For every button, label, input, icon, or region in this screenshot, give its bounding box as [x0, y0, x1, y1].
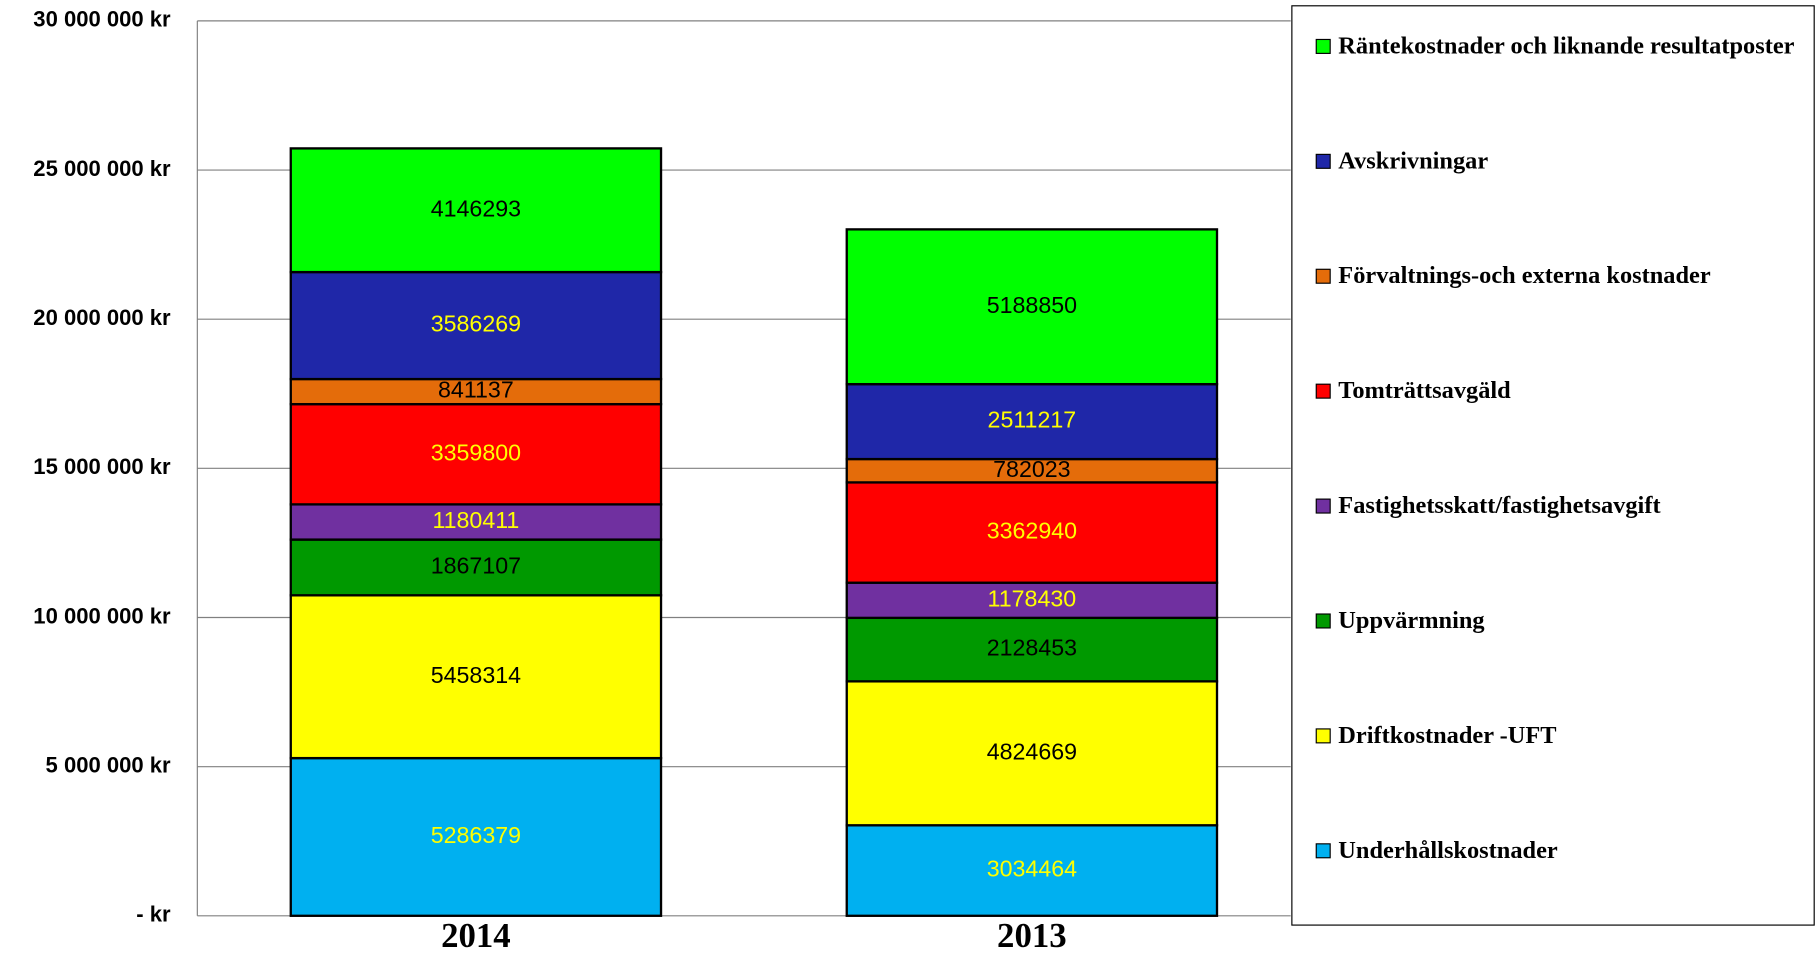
- y-tick-label: 30 000 000 kr: [33, 7, 171, 32]
- bar-segment: [845, 382, 1219, 461]
- data-label: 5286379: [431, 822, 521, 848]
- data-label: 1180411: [432, 507, 519, 533]
- y-tick-label: 20 000 000 kr: [33, 305, 171, 330]
- data-label: 4146293: [431, 195, 521, 221]
- legend-item: Förvaltnings-och externa kostnader: [1338, 261, 1711, 290]
- x-tick-label: 2013: [997, 916, 1067, 955]
- data-label: 841137: [438, 377, 514, 403]
- legend-swatch: [1315, 843, 1331, 859]
- bar-segment: [845, 481, 1219, 584]
- data-label: 2511217: [988, 407, 1077, 433]
- legend-swatch: [1315, 613, 1331, 629]
- y-tick-label: 25 000 000 kr: [33, 156, 171, 181]
- y-tick-label: 10 000 000 kr: [33, 603, 171, 628]
- legend-label: Uppvärmning: [1338, 605, 1485, 634]
- legend-label: Fastighetsskatt/fastighetsavgift: [1338, 490, 1661, 519]
- legend-label: Tomträttsavgäld: [1338, 376, 1511, 404]
- data-label: 1867107: [431, 553, 521, 579]
- bar-segment: [845, 824, 1219, 917]
- legend-box: [1291, 5, 1815, 926]
- bar-segment: [289, 756, 663, 917]
- legend-item: Uppvärmning: [1338, 605, 1485, 634]
- legend-label: Underhållskostnader: [1338, 835, 1558, 864]
- data-label: 5188850: [987, 292, 1077, 318]
- legend-swatch: [1315, 498, 1331, 514]
- legend-swatch: [1315, 38, 1331, 54]
- bar-segment: [845, 581, 1219, 620]
- legend-swatch: [1315, 153, 1331, 169]
- bar-segment: [289, 538, 663, 597]
- legend-item: Räntekostnader och liknande resultatpost…: [1338, 31, 1795, 60]
- data-label: 5458314: [431, 662, 521, 688]
- y-tick-label: 5 000 000 kr: [46, 752, 171, 777]
- legend-label: Driftkostnader -UFT: [1338, 720, 1557, 749]
- data-label: 3586269: [431, 311, 521, 337]
- legend-swatch: [1315, 728, 1331, 744]
- data-label: 2128453: [987, 635, 1077, 661]
- data-label: 4824669: [987, 738, 1077, 764]
- legend-label: Räntekostnader och liknande resultatpost…: [1338, 31, 1795, 60]
- legend-label: Avskrivningar: [1338, 146, 1489, 175]
- bar-segment: [845, 228, 1219, 386]
- bar-segment: [289, 594, 663, 760]
- legend-swatch: [1315, 268, 1331, 284]
- y-tick-label: - kr: [136, 902, 171, 927]
- legend-item: Avskrivningar: [1338, 146, 1489, 175]
- bar-segment: [289, 402, 663, 506]
- y-tick-label: 15 000 000 kr: [33, 454, 171, 479]
- data-label: 3359800: [431, 439, 521, 465]
- legend-item: Underhållskostnader: [1338, 835, 1558, 864]
- legend-item: Driftkostnader -UFT: [1338, 720, 1557, 749]
- x-tick-label: 2014: [441, 916, 511, 955]
- bar-segment: [845, 680, 1219, 827]
- data-label: 3362940: [987, 518, 1077, 544]
- legend-item: Tomträttsavgäld: [1338, 376, 1511, 404]
- legend-item: Fastighetsskatt/fastighetsavgift: [1338, 490, 1661, 519]
- data-label: 3034464: [987, 856, 1077, 882]
- bar-segment: [845, 616, 1219, 683]
- legend-label: Förvaltnings-och externa kostnader: [1338, 261, 1711, 290]
- data-label: 1178430: [988, 585, 1077, 611]
- legend-swatch: [1315, 383, 1331, 399]
- bar-segment: [289, 147, 663, 274]
